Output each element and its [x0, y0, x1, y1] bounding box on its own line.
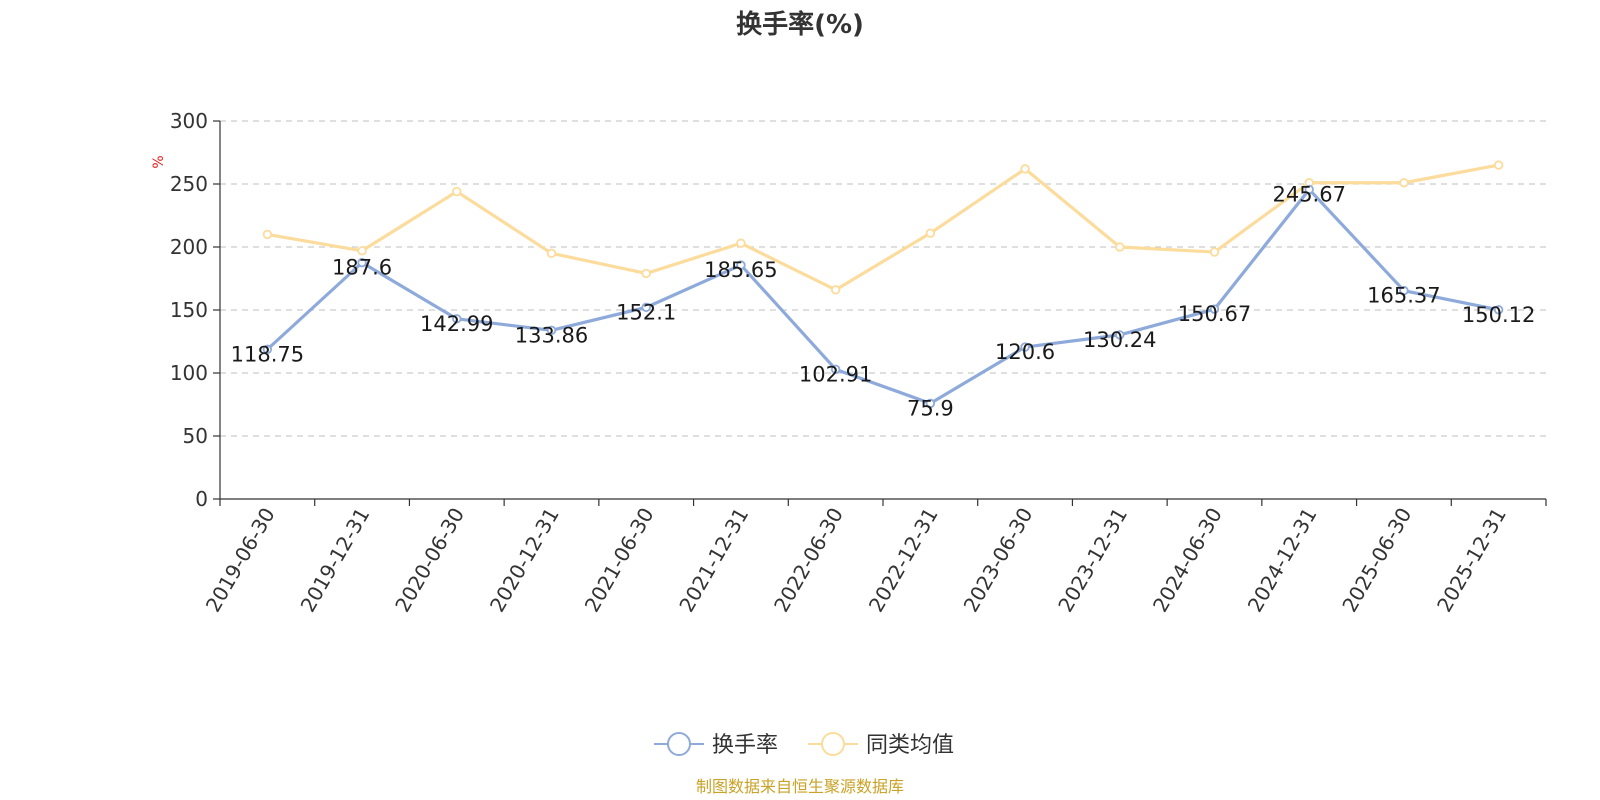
- data-label-2019-06-30: 118.75: [231, 342, 304, 366]
- point-换手率-2021-06-30: [641, 302, 651, 313]
- data-label-2024-06-30: 150.67: [1178, 302, 1251, 326]
- series-line-换手率: [266, 187, 1499, 405]
- legend-marker-同类均值: [821, 732, 845, 756]
- point-换手率-2022-12-31: [925, 398, 936, 409]
- x-tick-label-2021-06-30: 2021-06-30: [580, 504, 659, 617]
- series-换手率: [262, 184, 1504, 409]
- point-同类均值-2021-06-30: [641, 268, 651, 279]
- series-layer: [262, 160, 1504, 409]
- legend-item-换手率: 换手率: [654, 732, 778, 758]
- point-换手率-2024-06-30: [1209, 304, 1220, 314]
- point-换手率-2025-12-31: [1493, 305, 1504, 315]
- x-tick-label-2021-12-31: 2021-12-31: [674, 504, 753, 617]
- x-tick-label-2023-06-30: 2023-06-30: [958, 504, 1037, 617]
- x-tick-label-2024-12-31: 2024-12-31: [1243, 504, 1322, 617]
- data-label-2022-12-31: 75.9: [907, 396, 954, 420]
- data-label-2023-06-30: 120.6: [995, 340, 1055, 364]
- point-换手率-2021-12-31: [736, 260, 746, 270]
- legend-item-同类均值: 同类均值: [808, 732, 954, 758]
- point-同类均值-2020-06-30: [452, 186, 462, 197]
- data-label-2025-06-30: 165.37: [1367, 284, 1440, 308]
- y-tick-label-100: 100: [170, 361, 208, 385]
- data-label-2019-12-31: 187.6: [332, 256, 392, 280]
- point-同类均值-2023-06-30: [1020, 164, 1030, 174]
- point-同类均值-2019-12-31: [357, 246, 367, 256]
- grid-lines: [220, 120, 1546, 437]
- y-tick-label-50: 50: [183, 424, 208, 448]
- data-label-2021-12-31: 185.65: [704, 258, 777, 282]
- y-tick-label-300: 300: [170, 109, 208, 133]
- point-换手率-2019-12-31: [357, 257, 367, 268]
- point-换手率-2024-12-31: [1304, 184, 1314, 195]
- y-tick-label-150: 150: [170, 298, 208, 322]
- point-换手率-2023-12-31: [1115, 330, 1125, 340]
- data-label-2021-06-30: 152.1: [616, 300, 676, 324]
- point-换手率-2023-06-30: [1020, 342, 1030, 352]
- point-换手率-2020-06-30: [452, 314, 462, 324]
- source-note: 制图数据来自恒生聚源数据库: [696, 777, 904, 796]
- chart-title: 换手率(%): [736, 9, 864, 40]
- data-label-2025-12-31: 150.12: [1462, 303, 1535, 327]
- x-tick-label-2025-06-30: 2025-06-30: [1337, 504, 1416, 617]
- legend-label-同类均值: 同类均值: [866, 733, 954, 758]
- y-axis-unit: %: [151, 155, 167, 168]
- point-换手率-2020-12-31: [546, 325, 557, 336]
- legend-label-换手率: 换手率: [712, 733, 778, 758]
- x-tick-label-2020-06-30: 2020-06-30: [390, 504, 469, 617]
- point-换手率-2022-06-30: [830, 364, 841, 375]
- x-tick-label-2022-12-31: 2022-12-31: [864, 504, 943, 617]
- point-同类均值-2019-06-30: [262, 229, 273, 240]
- point-同类均值-2021-12-31: [736, 238, 746, 248]
- point-同类均值-2020-12-31: [546, 248, 557, 258]
- x-tick-label-2023-12-31: 2023-12-31: [1053, 504, 1132, 617]
- x-tick-label-2020-12-31: 2020-12-31: [485, 504, 564, 617]
- point-同类均值-2025-12-31: [1493, 160, 1504, 170]
- series-line-同类均值: [267, 163, 1499, 292]
- y-tick-label-200: 200: [170, 235, 208, 259]
- data-label-2020-06-30: 142.99: [420, 312, 493, 336]
- x-tick-label-2022-06-30: 2022-06-30: [769, 504, 848, 617]
- point-同类均值-2025-06-30: [1399, 178, 1409, 188]
- x-tick-label-2019-12-31: 2019-12-31: [295, 504, 374, 617]
- point-同类均值-2022-12-31: [925, 228, 936, 238]
- data-labels: 118.75 187.6 142.99 133.86 152.1 185.65 102.91…: [231, 182, 1536, 420]
- x-tick-label-2024-06-30: 2024-06-30: [1148, 504, 1227, 617]
- x-tick-label-2019-06-30: 2019-06-30: [201, 504, 280, 617]
- data-label-2022-06-30: 102.91: [799, 362, 872, 386]
- series-同类均值: [262, 160, 1504, 295]
- data-label-2023-12-31: 130.24: [1083, 328, 1156, 352]
- data-label-2024-12-31: 245.67: [1272, 182, 1345, 206]
- data-label-2020-12-31: 133.86: [515, 323, 588, 347]
- legend: 换手率 同类均值: [654, 732, 954, 758]
- point-同类均值-2024-06-30: [1209, 247, 1220, 257]
- point-同类均值-2022-06-30: [830, 285, 841, 295]
- point-换手率-2019-06-30: [262, 344, 273, 355]
- point-换手率-2025-06-30: [1399, 285, 1409, 296]
- y-tick-label-0: 0: [195, 487, 208, 511]
- point-同类均值-2023-12-31: [1115, 242, 1125, 252]
- y-tick-label-250: 250: [170, 172, 208, 196]
- legend-marker-换手率: [667, 732, 691, 756]
- x-tick-label-2025-12-31: 2025-12-31: [1432, 504, 1511, 617]
